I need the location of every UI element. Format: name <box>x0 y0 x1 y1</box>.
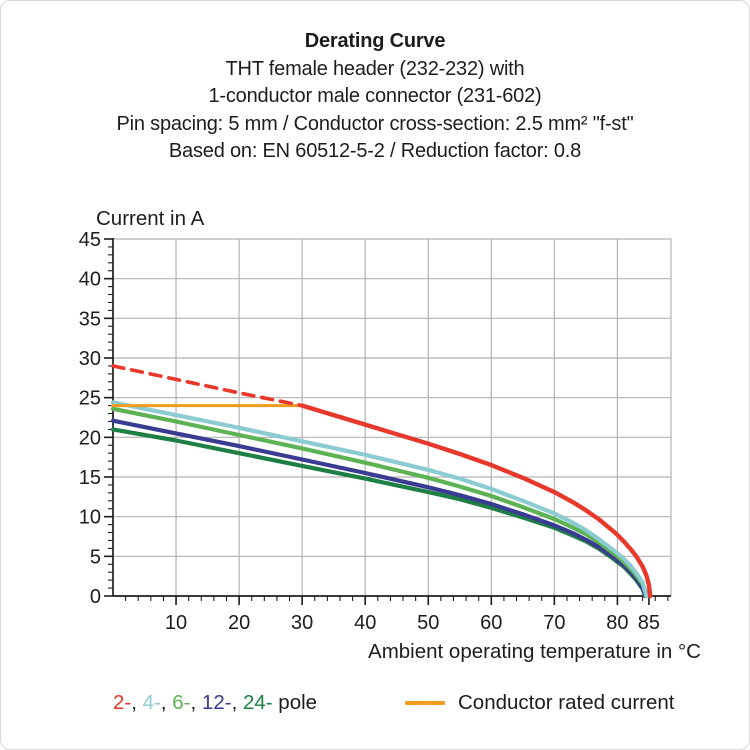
y-tick-label: 40 <box>79 269 101 291</box>
subtitle-line-4: Based on: EN 60512-5-2 / Reduction facto… <box>168 140 582 162</box>
y-tick-label: 30 <box>79 348 101 370</box>
y-tick-label: 0 <box>90 586 101 608</box>
series-2-pole-dashed <box>111 364 304 408</box>
legend-separator: , <box>131 691 143 714</box>
subtitle-line-1: THT female header (232-232) with <box>225 57 525 80</box>
series-12-pole <box>110 418 648 599</box>
legend-pole-label: 6- <box>172 691 191 714</box>
x-tick-label: 85 <box>638 612 660 634</box>
x-tick-label: 80 <box>606 612 628 634</box>
series-2-pole <box>300 403 653 599</box>
legend-separator: , <box>160 691 173 714</box>
y-tick-label: 20 <box>79 427 101 449</box>
series <box>110 364 653 599</box>
y-tick-label: 15 <box>79 467 101 489</box>
x-tick-label: 70 <box>543 612 565 634</box>
x-tick-label: 30 <box>291 612 313 634</box>
series-24-pole <box>110 427 648 599</box>
page-title: Derating Curve <box>304 30 446 52</box>
legend-pole-suffix: pole <box>272 691 318 714</box>
legend-row: 2-, 4-, 6-, 12-, 24- pole Conductor rate… <box>1 690 749 720</box>
series-4-pole <box>110 400 649 599</box>
chart-header: Derating Curve THT female header (232-23… <box>1 28 749 166</box>
x-tick-label: 20 <box>228 612 250 634</box>
y-tick-label: 10 <box>79 507 101 529</box>
legend-poles: 2-, 4-, 6-, 12-, 24- pole <box>113 691 317 715</box>
tick-labels: 0 5 10 15 20 25 30 35 40 45 10 20 30 40 50 60 70 80 85 <box>79 229 660 634</box>
x-tick-label: 10 <box>165 612 187 634</box>
y-tick-label: 25 <box>79 388 101 410</box>
y-tick-label: 35 <box>79 308 101 330</box>
y-tick-label: 5 <box>90 546 101 568</box>
x-tick-label: 50 <box>417 612 439 634</box>
x-axis-title: Ambient operating temperature in °C <box>368 640 701 663</box>
ticks <box>104 238 669 605</box>
legend-pole-label: 4- <box>142 691 161 714</box>
grid <box>113 238 672 596</box>
legend-rated: Conductor rated current <box>405 691 675 715</box>
legend-pole-label: 12- <box>201 691 232 714</box>
rated-current-label: Conductor rated current <box>458 691 675 714</box>
axes <box>112 238 671 597</box>
legend-separator: , <box>190 691 202 714</box>
x-tick-label: 60 <box>480 612 502 634</box>
x-tick-label: 40 <box>354 612 376 634</box>
subtitle-line-2: 1-conductor male connector (231-602) <box>208 85 542 107</box>
y-axis-title: Current in A <box>96 207 205 230</box>
rated-current-line-icon <box>405 701 445 705</box>
legend-separator: , <box>231 691 243 714</box>
derating-chart: 0 5 10 15 20 25 30 35 40 45 10 20 30 40 50 60 70 80 85 Curr… <box>79 207 701 663</box>
subtitle-line-3: Pin spacing: 5 mm / Conductor cross-sect… <box>116 112 634 135</box>
y-tick-label: 45 <box>79 229 101 251</box>
legend-pole-label: 2- <box>113 691 132 714</box>
legend-pole-label: 24- <box>242 691 273 714</box>
